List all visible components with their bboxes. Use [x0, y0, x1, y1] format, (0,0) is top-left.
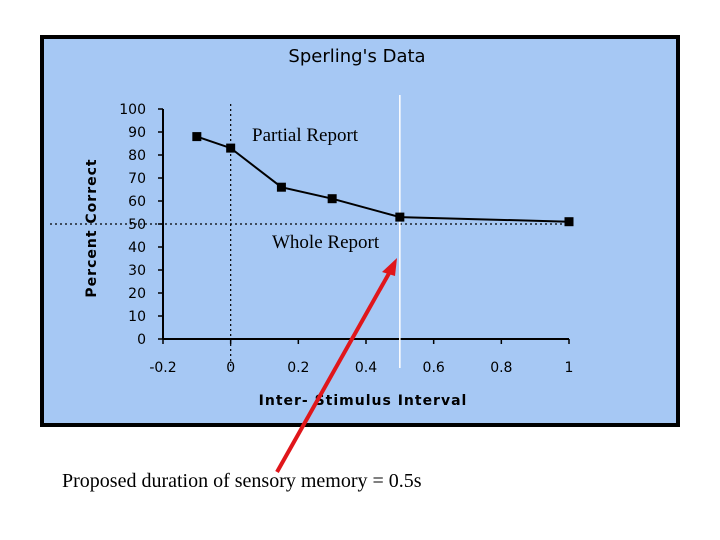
- y-tick-label: 40: [128, 240, 146, 256]
- y-ticks: 0 10 20 30 40 50 60 70 80 90 100: [119, 102, 163, 348]
- y-tick-label: 20: [128, 286, 146, 302]
- y-tick-label: 0: [137, 332, 146, 348]
- series-line: [196, 135, 570, 223]
- x-tick-label: 1: [565, 360, 574, 376]
- annotation-arrow: [275, 258, 397, 473]
- x-tick-label: 0.4: [355, 360, 377, 376]
- x-axis-label: Inter- Stimulus Interval: [259, 393, 468, 409]
- reference-lines: [50, 95, 572, 368]
- y-axis-label: Percent Correct: [84, 158, 100, 297]
- series-layer: [192, 132, 574, 227]
- y-tick-label: 10: [128, 309, 146, 325]
- y-tick-label: 30: [128, 263, 146, 279]
- y-tick-label: 80: [128, 148, 146, 164]
- y-tick-label: 90: [128, 125, 146, 141]
- caption: Proposed duration of sensory memory = 0.…: [62, 470, 422, 492]
- x-tick-label: 0.2: [287, 360, 309, 376]
- x-tick-label: -0.2: [149, 360, 176, 376]
- data-point: [276, 182, 286, 192]
- data-point: [226, 143, 236, 153]
- chart-background: [44, 39, 676, 423]
- data-point: [395, 212, 405, 222]
- arrow-head: [382, 258, 397, 276]
- x-tick-label: 0: [226, 360, 235, 376]
- y-tick-label: 50: [128, 217, 146, 233]
- arrow-shaft: [275, 267, 394, 473]
- data-point: [564, 217, 574, 227]
- series-label-partial-report: Partial Report: [252, 125, 359, 146]
- x-tick-label: 0.6: [423, 360, 445, 376]
- chart-title: Sperling's Data: [288, 46, 425, 67]
- data-point: [192, 132, 202, 142]
- data-point: [327, 194, 337, 204]
- x-tick-label: 0.8: [490, 360, 512, 376]
- reference-label-whole-report: Whole Report: [272, 232, 380, 253]
- y-tick-label: 70: [128, 171, 146, 187]
- y-tick-label: 60: [128, 194, 146, 210]
- y-tick-label: 100: [119, 102, 146, 118]
